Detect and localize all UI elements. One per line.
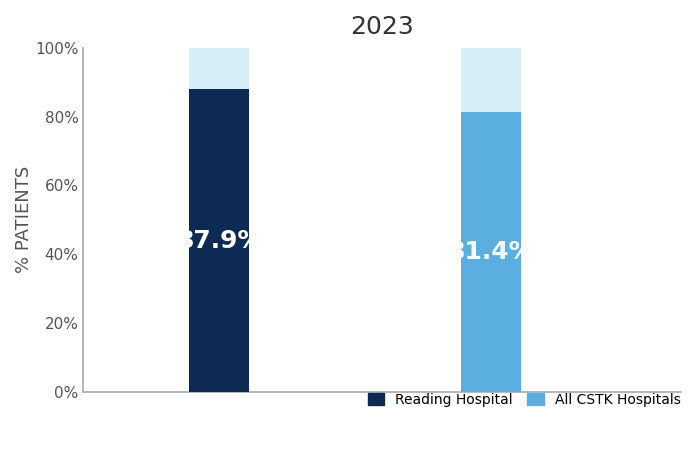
Title: 2023: 2023 <box>351 15 414 39</box>
Y-axis label: % PATIENTS: % PATIENTS <box>15 166 33 274</box>
Text: 81.4%: 81.4% <box>447 240 534 264</box>
Legend: Reading Hospital, All CSTK Hospitals: Reading Hospital, All CSTK Hospitals <box>362 387 686 412</box>
Bar <box>461 112 521 392</box>
Bar <box>190 90 249 392</box>
Text: 87.9%: 87.9% <box>176 229 262 252</box>
Bar <box>461 48 521 392</box>
Bar <box>190 48 249 392</box>
